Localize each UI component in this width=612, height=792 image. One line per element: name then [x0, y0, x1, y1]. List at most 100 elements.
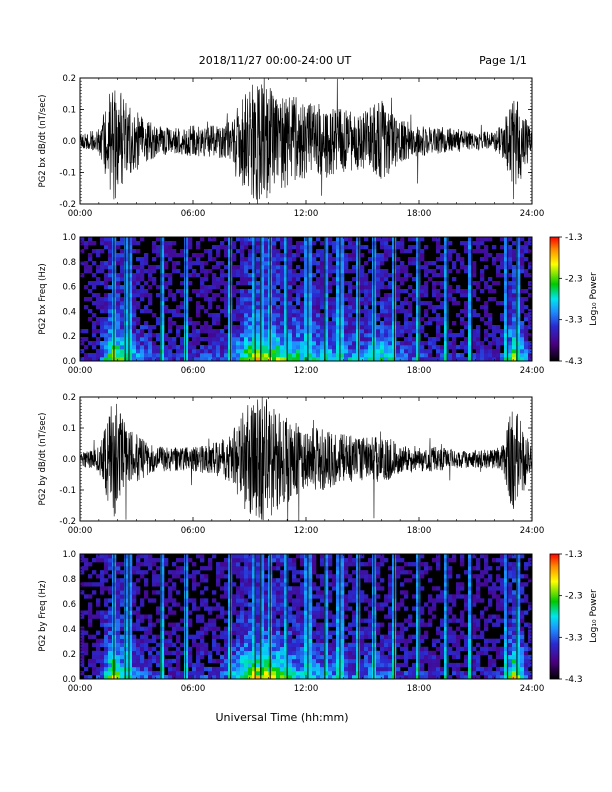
spectrogram-cell [184, 646, 189, 652]
spectrogram-cell [436, 241, 441, 246]
spectrogram-cell [200, 670, 205, 676]
spectrogram-cell [272, 658, 277, 664]
spectrogram-cell [184, 594, 189, 599]
spectrogram-cell [388, 321, 393, 326]
spectrogram-cell [132, 666, 137, 672]
spectrogram-cell [288, 658, 293, 664]
spectrogram-cell [232, 626, 237, 631]
spectrogram-cell [184, 586, 189, 591]
spectrogram-cell [256, 329, 261, 334]
spectrogram-cell [440, 333, 445, 338]
spectrogram-cell [148, 674, 153, 680]
spectrogram-cell [284, 357, 289, 362]
spectrogram-cell [92, 654, 97, 660]
spectrogram-cell [216, 357, 221, 362]
spectrogram-cell [248, 281, 253, 286]
spectrogram-cell [452, 249, 457, 254]
spectrogram-cell [84, 610, 89, 615]
spectrogram-cell [324, 261, 329, 266]
spectrogram-cell [176, 261, 181, 266]
spectrogram-cell [120, 325, 125, 330]
spectrogram-cell [512, 357, 517, 362]
spectrogram-cell [484, 337, 489, 342]
spectrogram-cell [124, 237, 129, 242]
spectrogram-cell [300, 353, 305, 358]
spectrogram-cell [348, 337, 353, 342]
spectrogram-cell [348, 329, 353, 334]
spectrogram-cell [220, 269, 225, 274]
spectrogram-cell [208, 618, 213, 623]
spectrogram-cell [120, 309, 125, 314]
spectrogram-cell [412, 353, 417, 358]
spectrogram-cell [128, 289, 133, 294]
spectrogram-cell [308, 345, 313, 350]
spectrogram-cell [468, 313, 473, 318]
y-tick-label: 0.1 [62, 106, 76, 116]
spectrogram-cell [272, 269, 277, 274]
spectrogram-cell [244, 337, 249, 342]
spectrogram-cell [252, 333, 257, 338]
spectrogram-cell [176, 309, 181, 314]
spectrogram-cell [252, 618, 257, 623]
spectrogram-cell [396, 333, 401, 338]
spectrogram-cell [160, 602, 165, 607]
spectrogram-cell [200, 285, 205, 290]
spectrogram-cell [388, 666, 393, 672]
spectrogram-cell [264, 582, 269, 587]
spectrogram-cell [504, 321, 509, 326]
spectrogram-cell [328, 289, 333, 294]
spectrogram-cell [100, 341, 105, 346]
spectrogram-cell [352, 578, 357, 583]
spectrogram-cell [104, 618, 109, 623]
colorbar-tick-label: -4.3 [565, 357, 583, 367]
spectrogram-cell [184, 650, 189, 656]
spectrogram-cell [164, 249, 169, 254]
spectrogram-cell [236, 630, 241, 635]
spectrogram-cell [124, 329, 129, 334]
spectrogram-cell [388, 626, 393, 631]
spectrogram-cell [480, 257, 485, 262]
spectrogram-cell [136, 558, 141, 563]
spectrogram-cell [264, 654, 269, 660]
spectrogram-cell [152, 634, 157, 639]
spectrogram-cell [260, 341, 265, 346]
spectrogram-cell [312, 618, 317, 623]
spectrogram-cell [192, 273, 197, 278]
spectrogram-cell [300, 614, 305, 619]
spectrogram-cell [176, 329, 181, 334]
spectrogram-cell [308, 582, 313, 587]
spectrogram-cell [384, 670, 389, 676]
spectrogram-cell [388, 634, 393, 639]
spectrogram-cell [300, 285, 305, 290]
spectrogram-cell [244, 317, 249, 322]
spectrogram-cell [304, 249, 309, 254]
spectrogram-cell [188, 281, 193, 286]
spectrogram-cell [344, 558, 349, 563]
spectrogram-cell [160, 566, 165, 571]
spectrogram-cell [444, 285, 449, 290]
spectrogram-cell [312, 666, 317, 672]
spectrogram-cell [156, 349, 161, 354]
spectrogram-cell [196, 618, 201, 623]
spectrogram-cell [192, 670, 197, 676]
spectrogram-cell [516, 273, 521, 278]
spectrogram-cell [116, 638, 121, 644]
spectrogram-cell [104, 646, 109, 652]
spectrogram-cell [300, 554, 305, 559]
spectrogram-cell [432, 357, 437, 362]
spectrogram-cell [508, 293, 513, 298]
spectrogram-cell [324, 638, 329, 644]
spectrogram-cell [88, 253, 93, 258]
spectrogram-cell [180, 341, 185, 346]
spectrogram-cell [504, 349, 509, 354]
spectrogram-cell [260, 578, 265, 583]
spectrogram-cell [264, 662, 269, 668]
spectrogram-cell [100, 261, 105, 266]
spectrogram-cell [360, 662, 365, 668]
spectrogram-cell [96, 650, 101, 656]
spectrogram-cell [160, 353, 165, 358]
spectrogram-cell [172, 253, 177, 258]
spectrogram-cell [120, 570, 125, 575]
spectrogram-cell [388, 650, 393, 656]
spectrogram-cell [84, 337, 89, 342]
